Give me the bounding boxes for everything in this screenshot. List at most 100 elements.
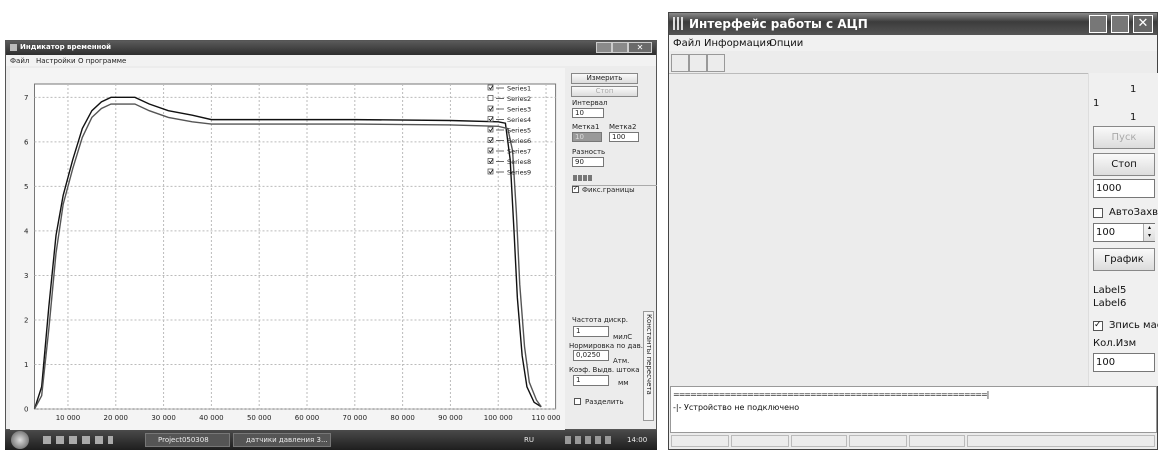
measure-button[interactable]: Измерить: [571, 73, 638, 84]
num-label: Кол.Изм: [1093, 338, 1137, 349]
legend-label: Series7: [507, 148, 531, 156]
coef-input[interactable]: 1: [573, 375, 609, 386]
toolbar-button[interactable]: [689, 54, 707, 72]
status-bar: [669, 433, 1157, 449]
y-tick-label: 5: [24, 183, 28, 191]
legend-checkbox: [487, 137, 494, 143]
checkbox[interactable]: [574, 398, 581, 405]
memo-line: ========================================…: [673, 390, 989, 399]
separator: [669, 73, 1157, 74]
menu-item[interactable]: Информация: [704, 38, 773, 49]
legend-checkbox: [487, 84, 494, 91]
spin-buttons[interactable]: ▴ ▾: [1143, 224, 1155, 241]
freq-unit: милС: [613, 333, 633, 341]
interval-input[interactable]: 10: [572, 108, 604, 118]
menu-item[interactable]: Файл: [673, 38, 701, 49]
menu-item[interactable]: Настройки: [36, 57, 76, 65]
close-button[interactable]: ✕: [628, 42, 652, 53]
y-tick-label: 3: [24, 272, 28, 280]
toolbar-button[interactable]: [707, 54, 725, 72]
legend-check: [488, 85, 494, 90]
mark2-label: Метка2: [609, 123, 637, 131]
app-icon: [673, 17, 685, 30]
memo[interactable]: ========================================…: [670, 386, 1157, 433]
close-button[interactable]: ✕: [1133, 15, 1153, 33]
legend-check: [488, 169, 494, 174]
checkbox[interactable]: [572, 185, 579, 193]
toolbar-button[interactable]: [671, 54, 689, 72]
norm-unit: Атм.: [613, 357, 630, 365]
legend-checkbox: [487, 95, 494, 101]
menu-item[interactable]: Файл: [10, 57, 30, 65]
legend-label: Series1: [507, 85, 531, 93]
plot-area: [34, 83, 557, 410]
start-button[interactable]: [11, 431, 29, 449]
menu-bar: Файл Информация Опции: [669, 35, 1157, 51]
legend-checkbox: [487, 126, 494, 133]
mark1-input[interactable]: 10: [572, 132, 602, 142]
legend-check: [488, 137, 494, 143]
tab[interactable]: Константы пересчета: [643, 311, 654, 421]
minimize-button[interactable]: [596, 42, 612, 53]
y-tick-label: 7: [24, 94, 28, 102]
count-input[interactable]: 1000: [1093, 179, 1155, 198]
quick-launch[interactable]: [43, 436, 113, 444]
mark2-input[interactable]: 100: [609, 132, 639, 142]
y-tick-label: 4: [24, 227, 29, 235]
legend-label: Series6: [507, 137, 531, 145]
legend-checkbox: [487, 147, 494, 154]
title-bar: Интерфейс работы с АЦП ✕: [669, 13, 1157, 35]
x-tick-label: 100 000: [484, 414, 513, 422]
checkbox[interactable]: [1093, 208, 1103, 218]
legend-check: [488, 127, 494, 132]
checkbox[interactable]: [1093, 320, 1103, 331]
x-tick-label: 80 000: [390, 414, 415, 422]
maximize-button[interactable]: [612, 42, 628, 53]
y-tick-label: 2: [24, 316, 28, 324]
fix-bounds-label: Фикс.границы: [582, 186, 635, 194]
title-bar: Индикатор временной ✕: [6, 41, 656, 55]
label: Label5: [1093, 285, 1127, 296]
x-tick-label: 40 000: [199, 414, 224, 422]
window-title: Интерфейс работы с АЦП: [689, 17, 868, 31]
series-line: [33, 103, 542, 410]
num-input[interactable]: 100: [1093, 353, 1155, 372]
x-tick-label: 60 000: [295, 414, 320, 422]
legend-check: [488, 116, 494, 122]
status-panel: [909, 435, 965, 447]
stop-button[interactable]: Стоп: [1093, 153, 1155, 176]
menu-item[interactable]: О программе: [78, 57, 127, 65]
coef-unit: мм: [618, 379, 629, 387]
label: Label6: [1093, 298, 1127, 309]
maximize-button[interactable]: [1111, 15, 1129, 33]
minimize-button[interactable]: [1089, 15, 1107, 33]
status-panel: [731, 435, 789, 447]
start-button: Пуск: [1093, 126, 1155, 149]
stop-button: Стоп: [571, 86, 638, 97]
split-label: Разделить: [585, 398, 624, 406]
status-panel: [849, 435, 907, 447]
right-window: Интерфейс работы с АЦП ✕ Файл Информация…: [668, 12, 1158, 450]
diff-input[interactable]: 90: [572, 157, 604, 167]
norm-input[interactable]: 0,0250: [573, 350, 609, 361]
freq-input[interactable]: 1: [573, 326, 609, 337]
norm-label: Нормировка по дав.: [569, 342, 643, 350]
x-tick-label: 90 000: [438, 414, 463, 422]
taskbar-item[interactable]: Project050308: [145, 433, 230, 447]
legend-checkbox: [487, 168, 494, 175]
menu-item[interactable]: Опции: [769, 38, 804, 49]
y-tick-label: 1: [24, 361, 28, 369]
freq-label: Частота дискр.: [572, 316, 629, 324]
legend-label: Series5: [507, 127, 531, 135]
window-title: Индикатор временной: [20, 43, 112, 51]
menu-bar: Файл Настройки О программе: [6, 55, 656, 66]
legend-label: Series3: [507, 106, 531, 114]
taskbar-item[interactable]: датчики давления 3...: [233, 433, 331, 447]
language[interactable]: RU: [524, 436, 534, 444]
chart: 0 1 2 3 4 5 6 7 10 000 20 000 30 000 40 000 50 000 60…: [10, 68, 565, 430]
legend-label: Series2: [507, 95, 531, 103]
status-panel: [967, 435, 1155, 447]
label: 1: [1093, 98, 1100, 109]
graph-button[interactable]: График: [1093, 248, 1155, 271]
